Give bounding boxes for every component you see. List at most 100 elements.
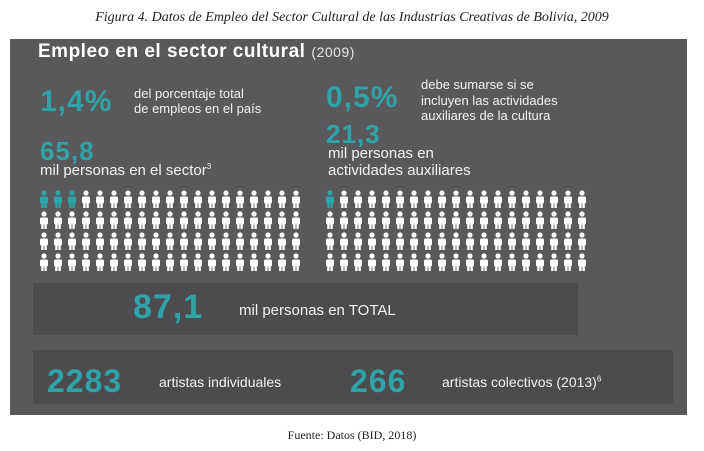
auxiliary-person-icon [382, 211, 390, 229]
stat-aux-label-2: actividades auxiliares [328, 162, 471, 179]
title-year: (2009) [311, 44, 355, 60]
auxiliary-person-icon [340, 190, 348, 208]
auxiliary-person-icon [438, 253, 446, 271]
sector-person-icon [180, 253, 188, 271]
auxiliary-person-icon [438, 211, 446, 229]
pictogram-auxiliary [326, 190, 586, 271]
sector-person-icon [124, 190, 132, 208]
auxiliary-person-icon [424, 232, 432, 250]
artists-box [33, 350, 673, 404]
sector-person-icon [194, 190, 202, 208]
sector-person-icon [292, 232, 300, 250]
auxiliary-person-icon [410, 190, 418, 208]
sector-person-icon [250, 232, 258, 250]
sector-person-icon [166, 211, 174, 229]
auxiliary-person-icon [508, 232, 516, 250]
sector-person-icon [40, 190, 48, 208]
sector-person-icon [292, 190, 300, 208]
auxiliary-person-icon [396, 211, 404, 229]
sector-person-icon [40, 253, 48, 271]
sector-person-icon [152, 190, 160, 208]
auxiliary-person-icon [354, 211, 362, 229]
auxiliary-person-icon [382, 253, 390, 271]
sector-person-icon [250, 190, 258, 208]
title-text: Empleo en el sector cultural [38, 41, 306, 62]
auxiliary-person-icon [368, 190, 376, 208]
stat-sector-value: 65,8 [40, 136, 95, 166]
stat-individual-artists-value: 2283 [47, 363, 123, 399]
sector-person-icon [152, 211, 160, 229]
stat-aux-share-value: 0,5% [326, 81, 399, 114]
stat-total-label: mil personas en TOTAL [239, 302, 396, 319]
auxiliary-person-icon [494, 190, 502, 208]
auxiliary-person-icon [564, 190, 572, 208]
auxiliary-person-icon [326, 253, 334, 271]
auxiliary-person-icon [494, 253, 502, 271]
sector-person-icon [166, 253, 174, 271]
sector-person-icon [264, 232, 272, 250]
sector-person-icon [180, 211, 188, 229]
auxiliary-person-icon [368, 211, 376, 229]
auxiliary-person-icon [508, 211, 516, 229]
sector-person-icon [222, 232, 230, 250]
sector-person-icon [68, 190, 76, 208]
auxiliary-person-icon [578, 232, 586, 250]
sector-person-icon [208, 190, 216, 208]
auxiliary-person-icon [354, 190, 362, 208]
sector-person-icon [138, 211, 146, 229]
auxiliary-person-icon [452, 190, 460, 208]
infographic-panel: Empleo en el sector cultural (2009) 1,4% … [10, 39, 687, 415]
sector-person-icon [82, 190, 90, 208]
auxiliary-person-icon [550, 253, 558, 271]
auxiliary-person-icon [564, 232, 572, 250]
sector-person-icon [110, 253, 118, 271]
sector-person-icon [208, 253, 216, 271]
sector-person-icon [236, 232, 244, 250]
sector-person-icon [124, 232, 132, 250]
auxiliary-person-icon [452, 232, 460, 250]
auxiliary-person-icon [578, 253, 586, 271]
sector-person-icon [208, 211, 216, 229]
auxiliary-person-icon [438, 190, 446, 208]
auxiliary-person-icon [396, 253, 404, 271]
auxiliary-person-icon [494, 232, 502, 250]
sector-person-icon [138, 232, 146, 250]
sector-person-icon [40, 211, 48, 229]
sector-person-icon [124, 211, 132, 229]
infographic-title: Empleo en el sector cultural (2009) [38, 41, 355, 63]
sector-person-icon [96, 232, 104, 250]
stat-share-value: 1,4% [40, 85, 113, 118]
sector-person-icon [68, 253, 76, 271]
auxiliary-person-icon [340, 211, 348, 229]
auxiliary-person-icon [452, 253, 460, 271]
stat-collective-artists-value: 266 [350, 363, 407, 399]
sector-person-icon [166, 232, 174, 250]
sector-person-icon [278, 253, 286, 271]
auxiliary-person-icon [480, 190, 488, 208]
auxiliary-person-icon [536, 211, 544, 229]
auxiliary-person-icon [522, 211, 530, 229]
sector-person-icon [250, 253, 258, 271]
stat-total-value: 87,1 [133, 288, 204, 326]
sector-person-icon [236, 190, 244, 208]
sector-person-icon [68, 211, 76, 229]
sector-person-icon [68, 232, 76, 250]
auxiliary-person-icon [452, 211, 460, 229]
total-box [33, 283, 578, 335]
auxiliary-person-icon [382, 232, 390, 250]
auxiliary-person-icon [536, 253, 544, 271]
sector-person-icon [222, 211, 230, 229]
auxiliary-person-icon [396, 190, 404, 208]
auxiliary-person-icon [494, 211, 502, 229]
sector-person-icon [236, 253, 244, 271]
auxiliary-person-icon [466, 232, 474, 250]
sector-person-icon [264, 190, 272, 208]
auxiliary-person-icon [550, 190, 558, 208]
sector-person-icon [96, 211, 104, 229]
sector-person-icon [110, 190, 118, 208]
auxiliary-person-icon [410, 253, 418, 271]
auxiliary-person-icon [578, 190, 586, 208]
sector-person-icon [82, 232, 90, 250]
auxiliary-person-icon [564, 253, 572, 271]
sector-person-icon [194, 253, 202, 271]
